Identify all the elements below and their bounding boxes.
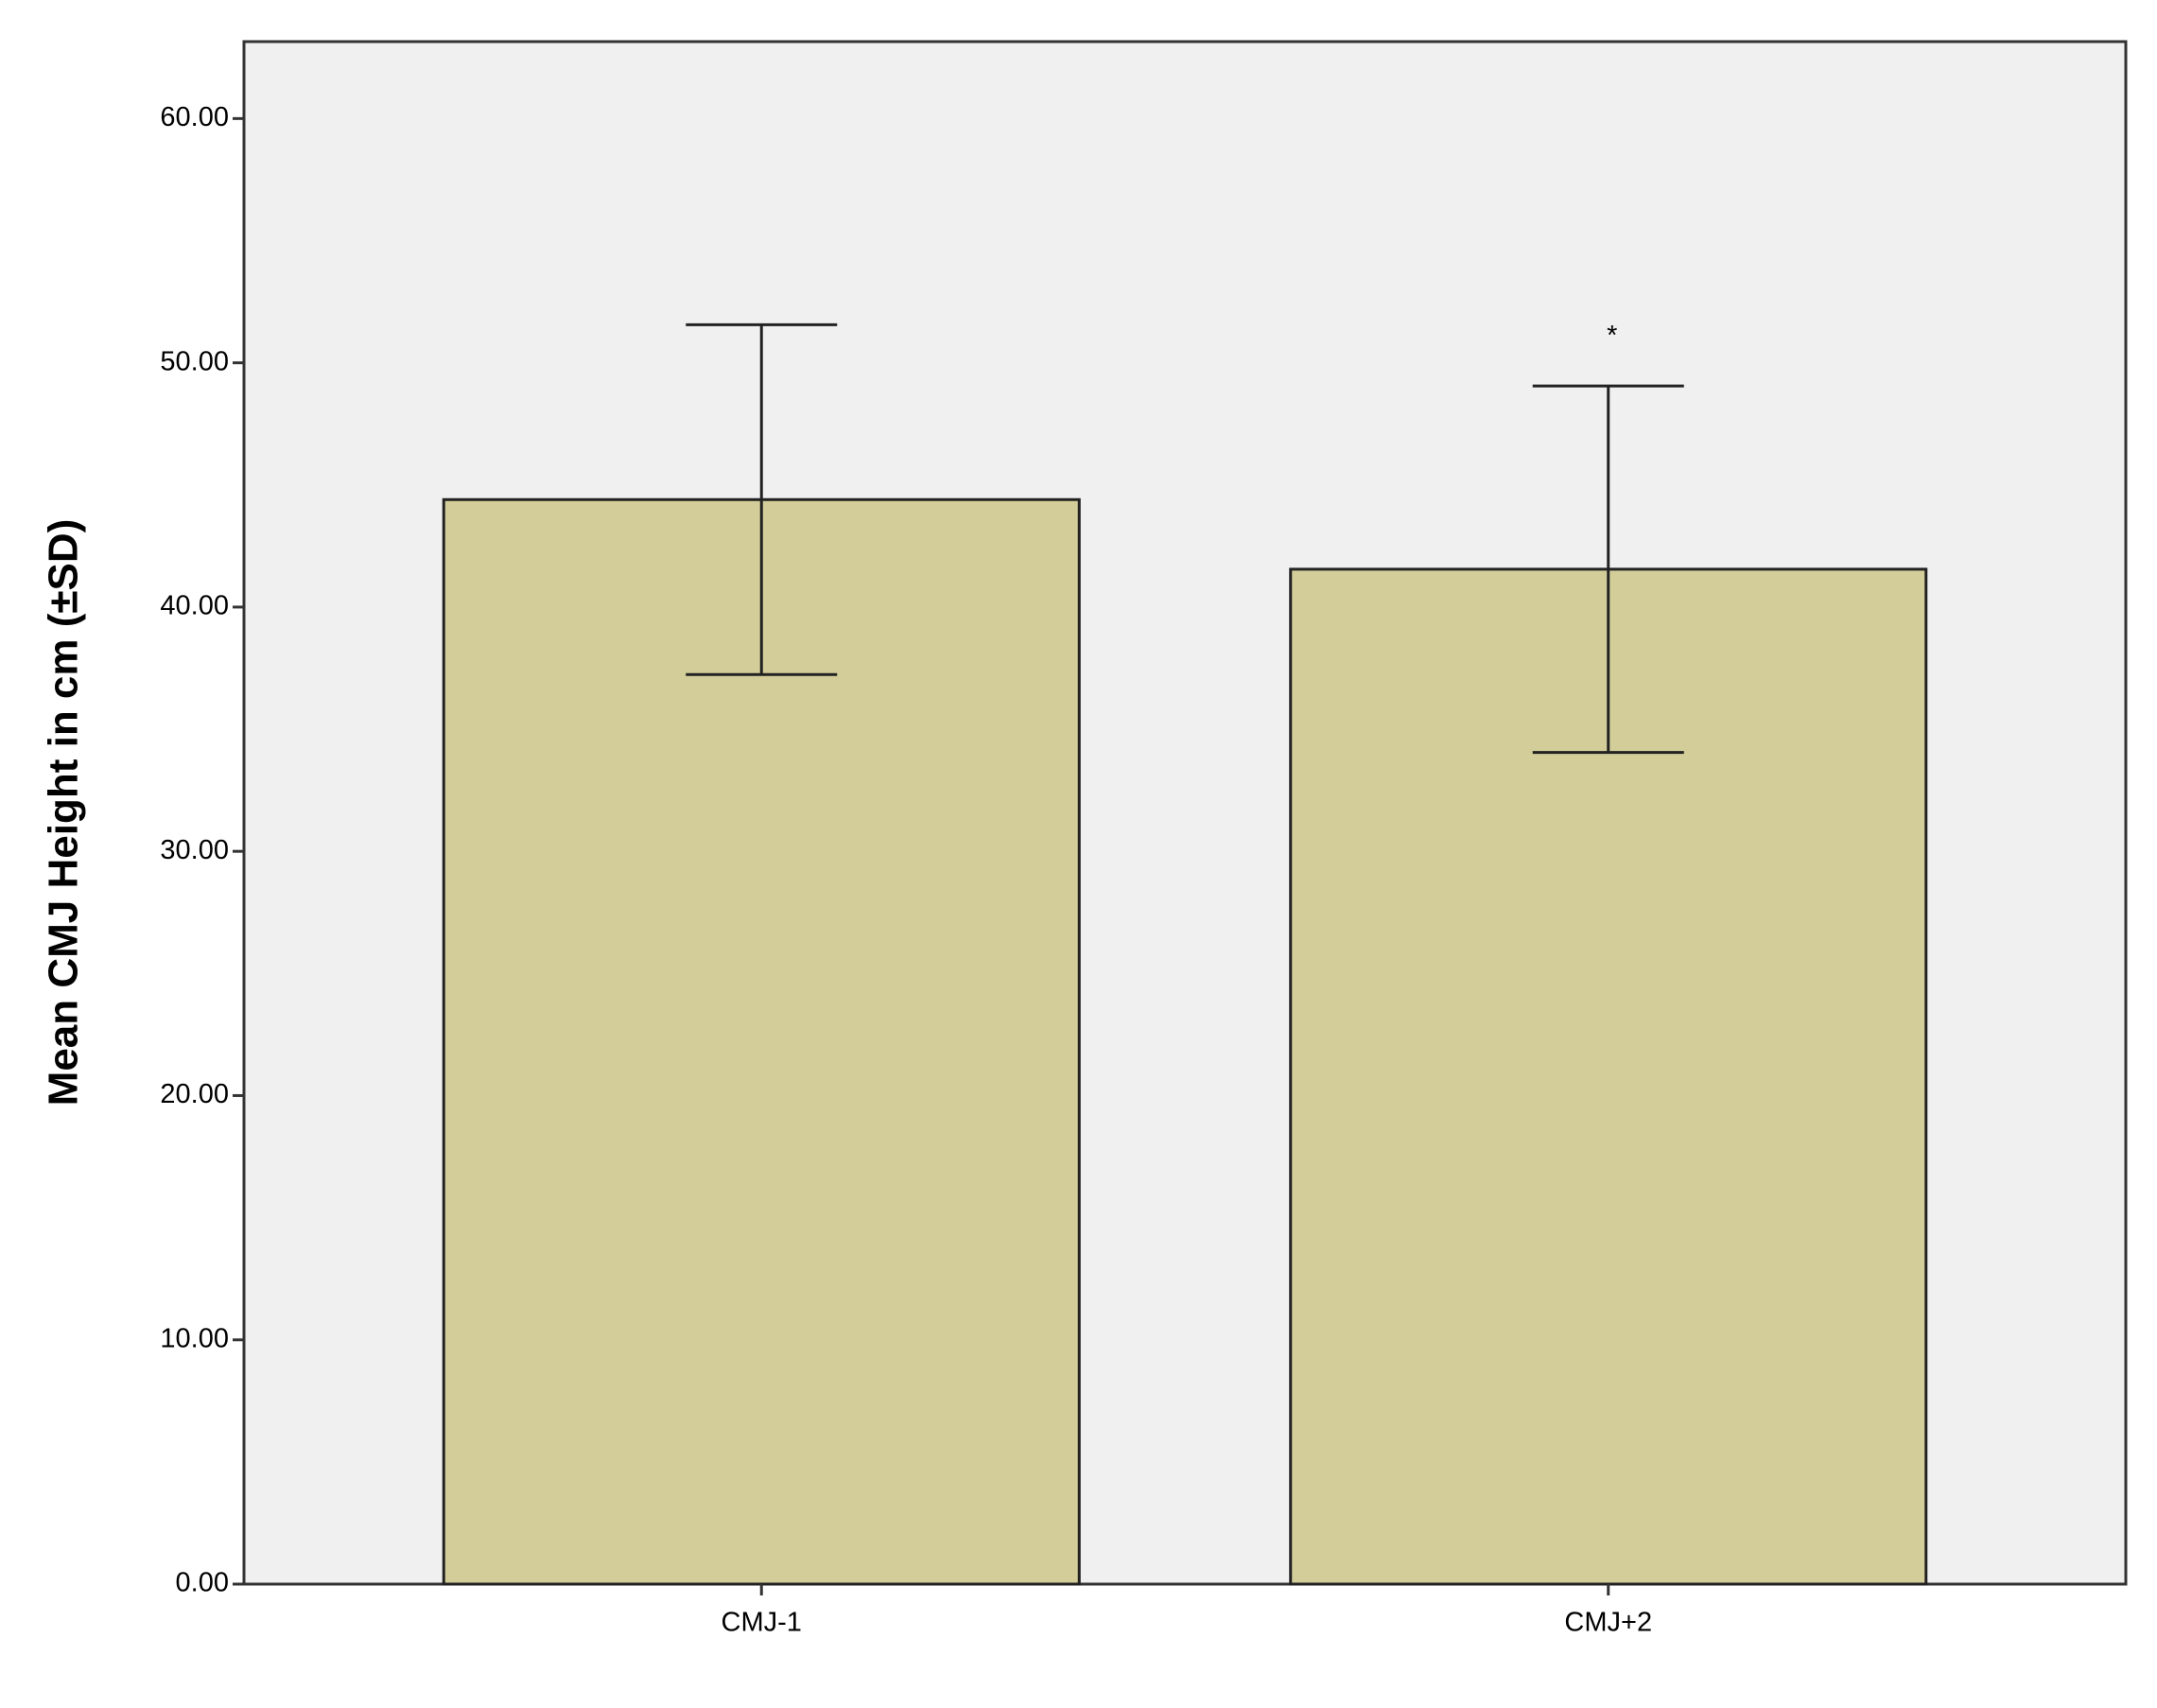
y-tick-label: 0.00 (176, 1568, 229, 1598)
y-tick-label: 60.00 (160, 102, 229, 132)
error-bar (686, 322, 838, 676)
y-tick-label: 10.00 (160, 1323, 229, 1353)
y-tick-label: 40.00 (160, 591, 229, 621)
annotation: * (1607, 321, 1617, 351)
bar (442, 497, 1081, 1586)
y-axis-label: Mean CMJ Height in cm (±SD) (41, 519, 87, 1107)
y-tick-label: 20.00 (160, 1079, 229, 1109)
x-tick-label: CMJ+2 (1564, 1608, 1652, 1638)
x-tick-label: CMJ-1 (722, 1608, 802, 1638)
y-tick-label: 30.00 (160, 835, 229, 865)
y-tick-label: 50.00 (160, 346, 229, 376)
error-bar (1532, 384, 1684, 755)
